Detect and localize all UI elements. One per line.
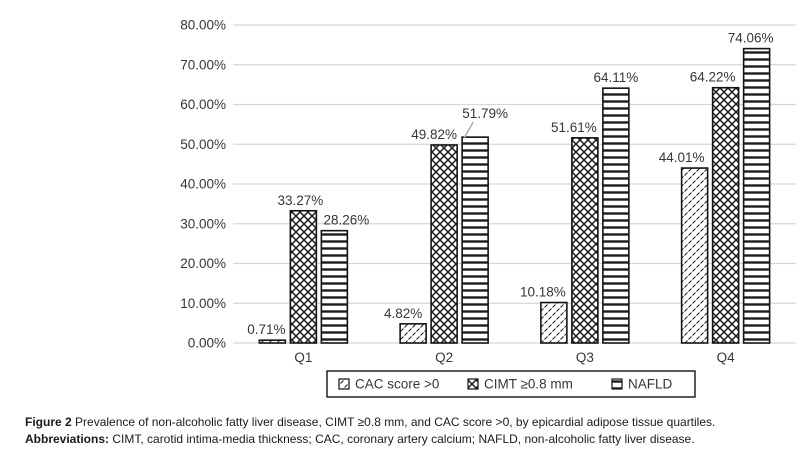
bar-q2-series-2 [461, 136, 489, 344]
y-tick-label: 0.00% [188, 336, 226, 351]
y-tick-label: 20.00% [180, 256, 226, 271]
legend-swatch-horizontal-lines [611, 378, 623, 390]
y-tick-label: 70.00% [180, 57, 226, 72]
legend-box [326, 370, 696, 398]
y-tick-label: 10.00% [180, 296, 226, 311]
caption-abbrev-label: Abbreviations: [25, 432, 110, 446]
caption-abbrev-text: CIMT, carotid intima-media thickness; CA… [109, 432, 695, 446]
value-label: 51.79% [462, 106, 508, 121]
value-label: 4.82% [384, 306, 422, 321]
bar-q4-series-2 [742, 47, 771, 344]
value-label: 0.71% [247, 322, 285, 337]
value-label: 28.26% [323, 213, 369, 228]
y-tick-label: 40.00% [180, 177, 226, 192]
bar-q1-series-2 [320, 229, 349, 344]
bar-q1-series-1 [289, 209, 318, 344]
caption-line-2: Abbreviations: CIMT, carotid intima-medi… [25, 431, 795, 448]
legend-label: CAC score >0 [355, 377, 439, 392]
bar-q1-series-0 [258, 339, 287, 344]
caption-figure-label: Figure 2 [25, 415, 72, 429]
x-category-label: Q4 [717, 350, 736, 365]
value-label: 64.11% [593, 70, 638, 85]
bar-q4-series-1 [711, 86, 740, 344]
value-label: 10.18% [520, 285, 566, 300]
value-label: 33.27% [277, 193, 323, 208]
value-label: 49.82% [411, 127, 457, 142]
bar-q3-series-2 [602, 87, 630, 344]
caption-figure-text: Prevalence of non-alcoholic fatty liver … [71, 415, 716, 429]
value-label: 44.01% [659, 150, 705, 165]
bar-q2-series-0 [399, 323, 427, 344]
bar-q2-series-1 [430, 144, 458, 344]
figure-caption: Figure 2 Prevalence of non-alcoholic fat… [25, 414, 795, 448]
value-label: 74.06% [728, 31, 774, 46]
legend-swatch-light-diagonal-hatch [338, 378, 350, 390]
y-tick-label: 50.00% [180, 137, 226, 152]
x-category-label: Q3 [576, 350, 594, 365]
caption-line-1: Figure 2 Prevalence of non-alcoholic fat… [25, 414, 795, 431]
legend-label: NAFLD [628, 377, 673, 392]
legend-label: CIMT ≥0.8 mm [484, 377, 573, 392]
bar-q3-series-1 [571, 137, 599, 344]
legend-swatch-diagonal-crosshatch [467, 378, 479, 390]
value-label: 51.61% [551, 120, 597, 135]
y-tick-label: 60.00% [180, 97, 226, 112]
y-tick-label: 80.00% [180, 18, 226, 33]
label-leader-line [463, 121, 474, 139]
chart-svg: 0.00% 10.00% 20.00% 30.00% 40.00% 50.00% 60.00… [180, 18, 796, 398]
bar-q4-series-0 [680, 167, 709, 344]
bar-q3-series-0 [540, 301, 568, 344]
value-label: 64.22% [690, 70, 736, 85]
x-category-label: Q2 [435, 350, 453, 365]
y-tick-label: 30.00% [180, 216, 226, 231]
x-category-label: Q1 [294, 350, 312, 365]
